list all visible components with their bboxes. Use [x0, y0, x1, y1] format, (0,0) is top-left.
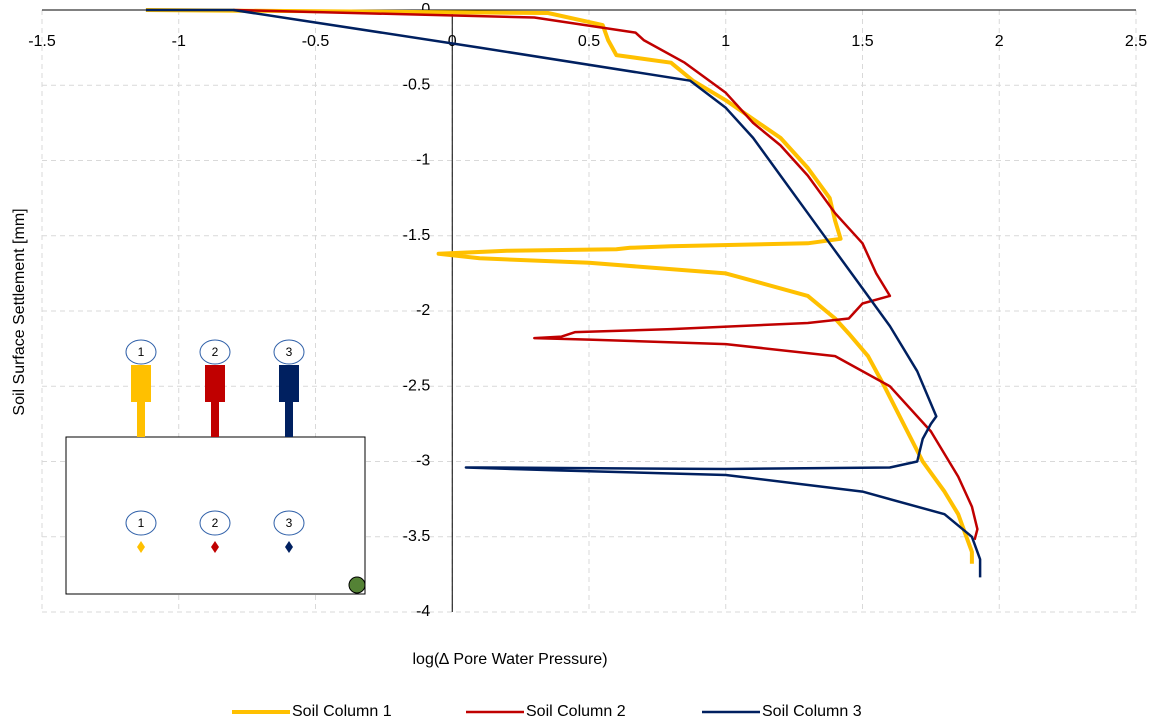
x-tick-label: 1	[721, 33, 730, 50]
data-line	[233, 8, 979, 541]
inset-label: 1	[138, 516, 145, 530]
y-tick-label: -0.5	[403, 76, 431, 93]
y-tick-label: -3.5	[403, 528, 431, 545]
x-tick-label: 0.5	[578, 33, 600, 50]
x-tick-label: 1.5	[851, 33, 873, 50]
y-tick-label: -3	[416, 453, 430, 470]
y-tick-label: -4	[416, 603, 430, 620]
x-tick-label: 2.5	[1125, 33, 1147, 50]
x-tick-label: 2	[995, 33, 1004, 50]
x-tick-label: -0.5	[302, 33, 330, 50]
inset-label: 3	[286, 345, 293, 359]
inset-label: 2	[212, 345, 219, 359]
inset-label: 3	[286, 516, 293, 530]
x-tick-label: -1	[172, 33, 186, 50]
data-line	[145, 8, 974, 564]
legend-label: Soil Column 3	[762, 703, 862, 720]
y-tick-label: -1	[416, 152, 430, 169]
inset-label: 1	[138, 345, 145, 359]
inset-diagram: 1 2 3 1 2 3	[65, 339, 366, 595]
y-tick-label: -2	[416, 302, 430, 319]
legend-label: Soil Column 1	[292, 703, 392, 720]
inset-label: 2	[212, 516, 219, 530]
y-axis-title: Soil Surface Settlement [mm]	[11, 208, 28, 415]
y-tick-label: -2.5	[403, 377, 431, 394]
x-tick-label: -1.5	[28, 33, 56, 50]
x-axis-title: log(∆ Pore Water Pressure)	[412, 651, 607, 668]
y-tick-label: -1.5	[403, 227, 431, 244]
data-line	[145, 8, 982, 578]
legend-label: Soil Column 2	[526, 703, 626, 720]
